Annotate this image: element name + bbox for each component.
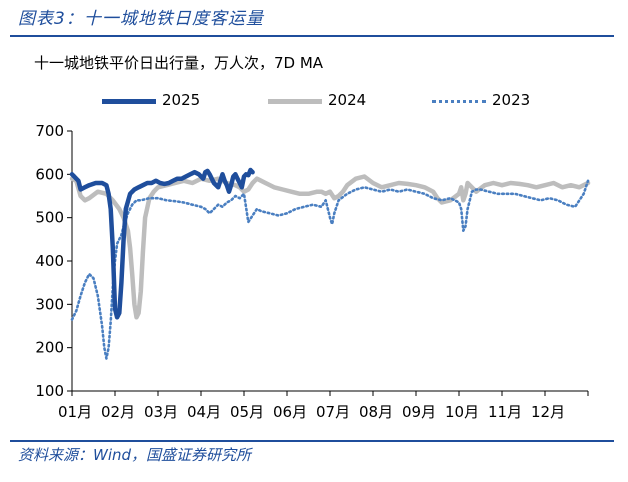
x-tick-label: 08月 (359, 403, 393, 421)
x-tick-label: 02月 (101, 403, 135, 421)
y-tick-label: 200 (35, 339, 64, 357)
y-tick-label: 700 (35, 122, 64, 140)
x-tick-label: 05月 (230, 403, 264, 421)
x-tick-label: 04月 (187, 403, 221, 421)
header-divider (10, 35, 614, 37)
chart-legend: 2025 2024 2023 (0, 91, 628, 111)
figure-title: 图表3：十一城地铁日度客运量 (18, 9, 264, 29)
x-tick-label: 11月 (488, 403, 522, 421)
legend-swatch-2023 (432, 100, 486, 103)
x-tick-label: 12月 (531, 403, 565, 421)
x-tick-label: 01月 (58, 403, 92, 421)
y-tick-label: 600 (35, 165, 64, 183)
y-tick-label: 300 (35, 295, 64, 313)
legend-label-2025: 2025 (162, 91, 201, 109)
y-tick-label: 500 (35, 209, 64, 227)
y-tick-label: 100 (35, 382, 64, 400)
series-line-2025 (69, 167, 255, 320)
source-note: 资料来源：Wind，国盛证券研究所 (18, 446, 252, 464)
x-tick-label: 03月 (144, 403, 178, 421)
series-line-2023 (70, 179, 590, 360)
x-tick-label: 07月 (316, 403, 350, 421)
x-tick-label: 06月 (273, 403, 307, 421)
footer-divider (10, 440, 614, 442)
legend-swatch-2025 (102, 99, 156, 104)
legend-label-2023: 2023 (492, 91, 531, 109)
series-line-2024 (69, 174, 591, 320)
x-tick-label: 09月 (402, 403, 436, 421)
x-tick-label: 10月 (445, 403, 479, 421)
legend-swatch-2024 (268, 99, 322, 104)
y-tick-label: 400 (35, 252, 64, 270)
chart-title: 十一城地铁平价日出行量，万人次，7D MA (34, 54, 324, 72)
legend-label-2024: 2024 (328, 91, 367, 109)
